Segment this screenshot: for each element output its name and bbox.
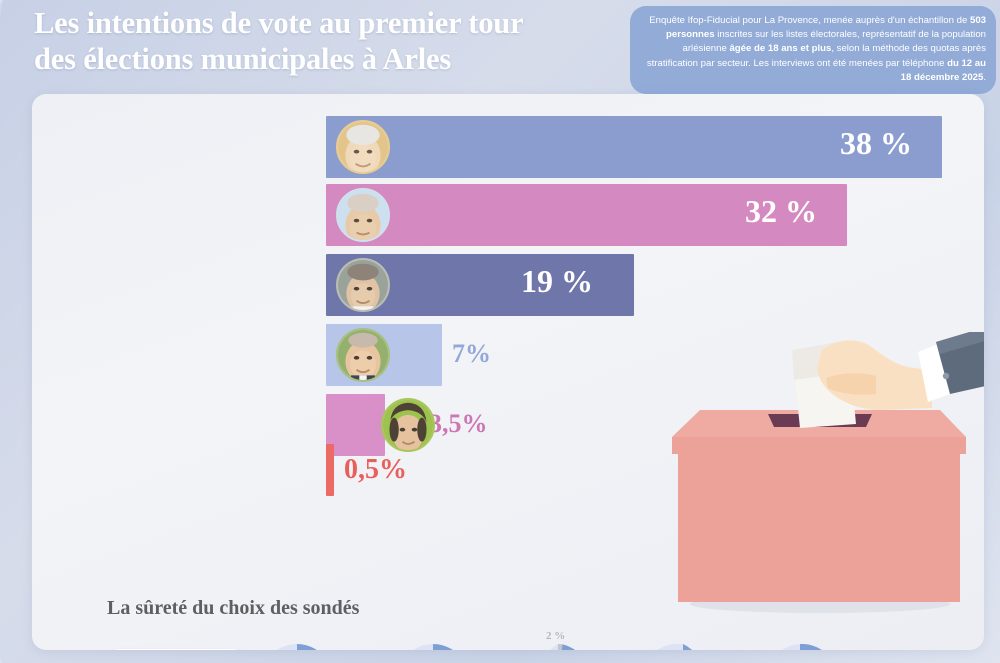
avatar-jalabert (336, 328, 390, 382)
avatar-tache (336, 258, 390, 312)
pie-koukas (277, 643, 317, 650)
bar-value-charmasson: 3,5% (429, 409, 488, 438)
methodology-age-criterion: âgée de 18 ans et plus (729, 43, 832, 55)
bar-value-koukas: 32 % (745, 193, 817, 229)
pie-group-de-carolis: 27 % 73 % LISTE DE CAROLIS (360, 644, 506, 650)
page-title-line1: Les intentions de vote au premier tour (34, 6, 524, 40)
avatar-de-carolis (336, 120, 390, 174)
methodology-text-part1: Enquête Ifop-Fiducial pour La Provence, … (649, 15, 970, 26)
pie-tache (657, 643, 693, 650)
bar-lutte-ouvriere (326, 444, 334, 496)
bar-value-jalabert: 7% (452, 339, 491, 368)
pie-group-koukas: 26 % 74 % LISTE KOUKAS (232, 643, 362, 650)
main-card: Patrick de Carolis Liste de la majorité … (32, 94, 984, 650)
bar-de-carolis (326, 116, 942, 178)
pie-jalabert (550, 644, 575, 650)
pie-group-tache: 41 % 59 % LISTE TACHÉ (624, 643, 742, 650)
pie-group-jalabert: 2 % 59 % 39 % LISTE JALABERT (490, 630, 626, 650)
pie-value-jalabert-no-opinion: 2 % (546, 630, 566, 642)
pie-group-total: 31 % 69 % TOTAL (744, 643, 856, 650)
methodology-text-part3: , selon la méthode des quotas après stra… (646, 43, 986, 69)
pie-total (781, 643, 822, 650)
bar-koukas (326, 184, 847, 246)
ballot-box-illustration (670, 327, 984, 617)
methodology-dates: du 12 au 18 décembre 2025 (900, 57, 986, 83)
certainty-section-title: La sûreté du choix des sondés (107, 597, 360, 619)
bar-value-tache: 19 % (521, 263, 593, 299)
bar-value-lutte-ouvriere: 0,5% (344, 454, 407, 485)
certainty-pie-charts: 26 % 74 % LISTE KOUKAS 27 % 73 % LISTE D… (32, 94, 984, 650)
pie-de-carolis (413, 644, 453, 650)
bar-value-de-carolis: 38 % (840, 125, 912, 161)
methodology-box: Enquête Ifop-Fiducial pour La Provence, … (630, 6, 996, 94)
vote-intentions-bar-chart: Patrick de Carolis Liste de la majorité … (32, 94, 984, 496)
methodology-text-part4: . (983, 71, 986, 83)
page-title-line2: des élections municipales à Arles (34, 41, 451, 76)
avatar-koukas (336, 188, 390, 242)
methodology-text-part2: inscrites sur les listes électorales, re… (682, 29, 986, 55)
avatar-charmasson (381, 398, 435, 452)
certainty-legend: SÛRS DE LEUR CHOIX ILS PEUVENT ENCORE CH… (110, 649, 242, 650)
page-title: Les intentions de vote au premier tour d… (34, 6, 614, 77)
methodology-sample-size: 503 personnes (666, 15, 986, 41)
bar-charmasson (326, 394, 385, 456)
